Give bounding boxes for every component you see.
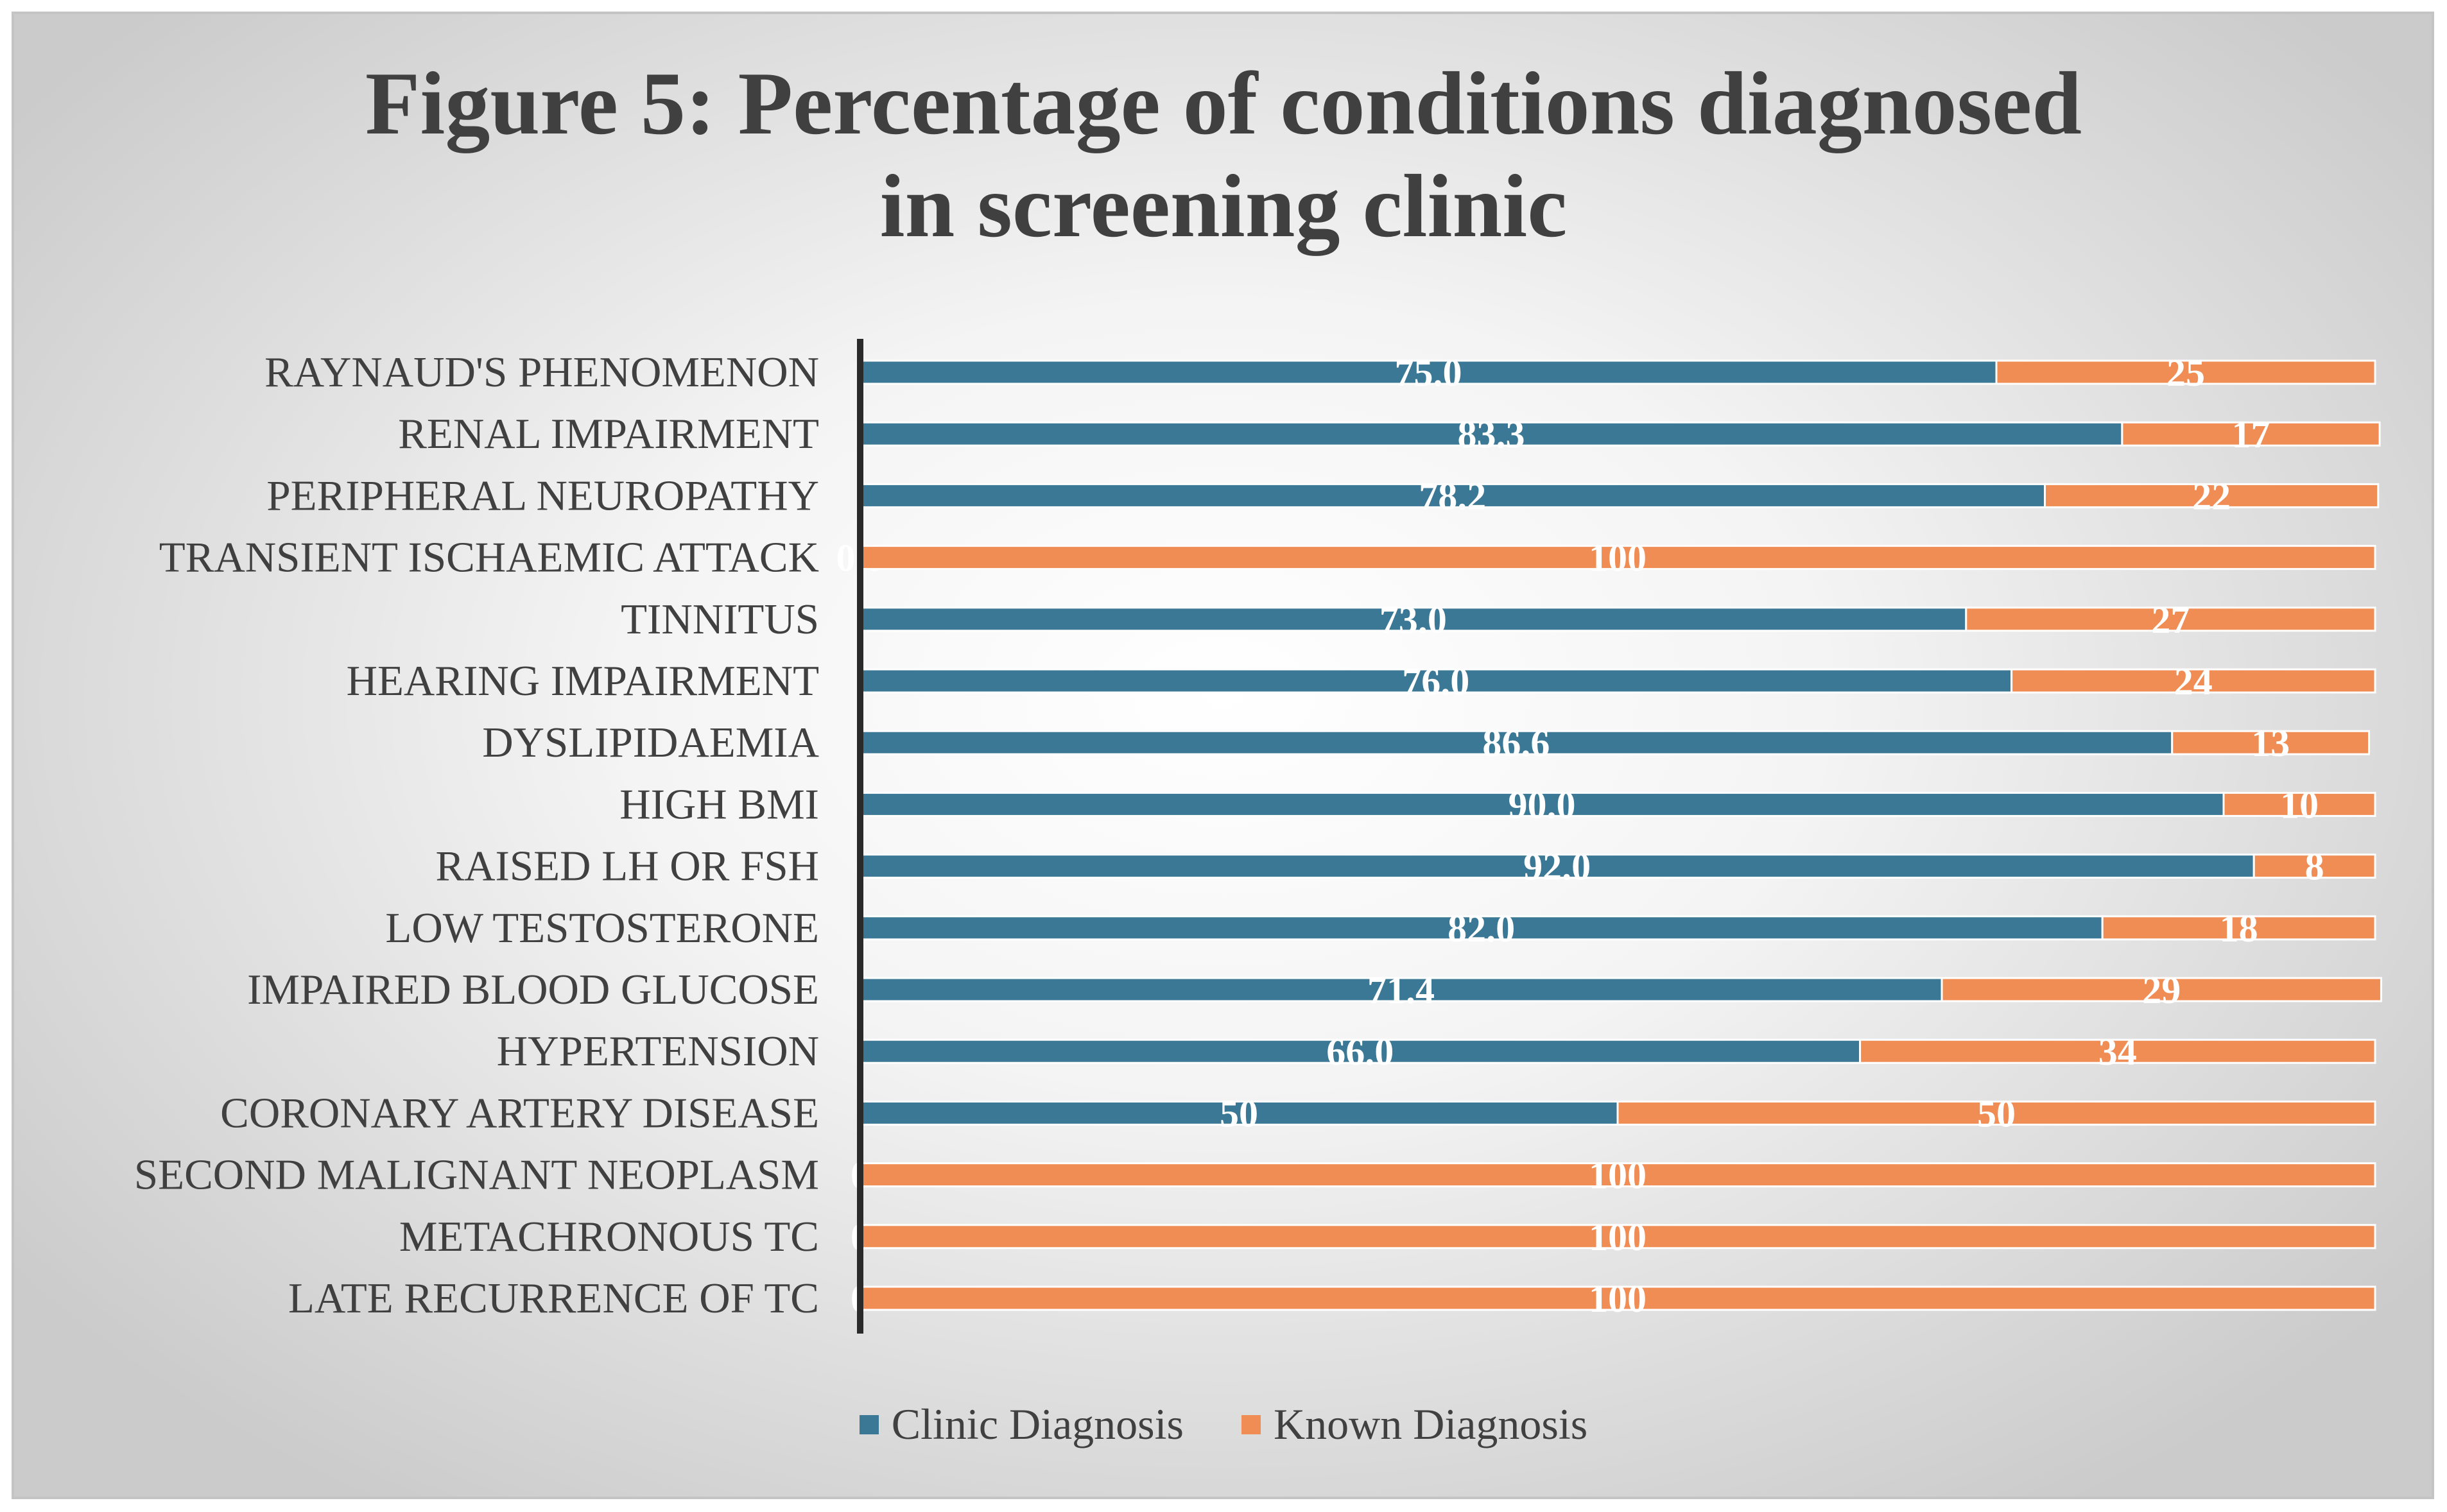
- chart-area: [12, 12, 2434, 1499]
- legend-item-clinic-diagnosis: Clinic Diagnosis: [859, 1399, 1184, 1450]
- bar-known-diagnosis-raised-lh-or-fsh: [2252, 854, 2376, 879]
- category-label-hearing-impairment: HEARING IMPAIRMENT: [347, 657, 819, 705]
- category-label-transient-ischaemic-attack: TRANSIENT ISCHAEMIC ATTACK: [159, 534, 819, 581]
- bar-known-diagnosis-peripheral-neuropathy: [2044, 483, 2380, 508]
- legend-swatch-known-diagnosis: [1241, 1414, 1261, 1434]
- category-label-coronary-artery-disease: CORONARY ARTERY DISEASE: [220, 1089, 819, 1137]
- data-label-clinic-diagnosis-low-testosterone: 82.0: [1448, 907, 1515, 950]
- data-label-clinic-diagnosis-hypertension: 66.0: [1326, 1031, 1394, 1073]
- data-label-clinic-diagnosis-high-bmi: 90.0: [1509, 784, 1576, 826]
- legend-label-clinic-diagnosis: Clinic Diagnosis: [891, 1400, 1184, 1448]
- legend-item-known-diagnosis: Known Diagnosis: [1241, 1399, 1587, 1450]
- data-label-known-diagnosis-high-bmi: 10: [2280, 784, 2319, 826]
- data-label-clinic-diagnosis-impaired-blood-glucose: 71.4: [1367, 969, 1435, 1011]
- category-label-tinnitus: TINNITUS: [621, 596, 819, 643]
- category-label-high-bmi: HIGH BMI: [619, 780, 819, 828]
- bar-known-diagnosis-impaired-blood-glucose: [1941, 977, 2382, 1002]
- data-label-known-diagnosis-raised-lh-or-fsh: 8: [2305, 846, 2324, 888]
- chart-title-line-1: Figure 5: Percentage of conditions diagn…: [365, 54, 2082, 153]
- bar-clinic-diagnosis-peripheral-neuropathy: [859, 483, 2046, 508]
- bar-known-diagnosis-low-testosterone: [2101, 915, 2376, 941]
- bar-known-diagnosis-coronary-artery-disease: [1616, 1100, 2376, 1126]
- data-label-clinic-diagnosis-hearing-impairment: 76.0: [1402, 660, 1469, 703]
- category-label-renal-impairment: RENAL IMPAIRMENT: [398, 410, 819, 458]
- category-label-dyslipidaemia: DYSLIPIDAEMIA: [482, 719, 819, 766]
- data-label-known-diagnosis-peripheral-neuropathy: 22: [2192, 475, 2231, 517]
- data-label-clinic-diagnosis-raynaud-s-phenomenon: 75.0: [1395, 352, 1462, 394]
- bar-clinic-diagnosis-renal-impairment: [859, 421, 2123, 447]
- bar-known-diagnosis-hypertension: [1859, 1038, 2376, 1064]
- data-label-known-diagnosis-low-testosterone: 18: [2220, 907, 2258, 950]
- data-label-known-diagnosis-coronary-artery-disease: 50: [1977, 1092, 2016, 1135]
- data-label-clinic-diagnosis-raised-lh-or-fsh: 92.0: [1523, 846, 1591, 888]
- chart-title-line-2: in screening clinic: [879, 157, 1568, 256]
- data-label-clinic-diagnosis-renal-impairment: 83.3: [1457, 413, 1525, 456]
- data-label-known-diagnosis-transient-ischaemic-attack: 100: [1589, 537, 1647, 580]
- bar-known-diagnosis-high-bmi: [2222, 791, 2376, 817]
- data-label-clinic-diagnosis-dyslipidaemia: 86.6: [1482, 722, 1550, 764]
- data-label-known-diagnosis-renal-impairment: 17: [2231, 413, 2270, 456]
- bar-known-diagnosis-second-malignant-neoplasm: [859, 1162, 2376, 1188]
- bar-known-diagnosis-dyslipidaemia: [2171, 730, 2371, 755]
- data-label-known-diagnosis-dyslipidaemia: 13: [2251, 722, 2290, 764]
- category-label-metachronous-tc: METACHRONOUS TC: [399, 1213, 819, 1260]
- chart-title: Figure 5: Percentage of conditions diagn…: [0, 53, 2447, 258]
- category-label-peripheral-neuropathy: PERIPHERAL NEUROPATHY: [266, 472, 819, 519]
- data-label-clinic-diagnosis-peripheral-neuropathy: 78.2: [1419, 475, 1486, 517]
- data-label-known-diagnosis-metachronous-tc: 100: [1589, 1216, 1647, 1259]
- data-label-known-diagnosis-second-malignant-neoplasm: 100: [1589, 1155, 1647, 1197]
- category-label-second-malignant-neoplasm: SECOND MALIGNANT NEOPLASM: [134, 1151, 819, 1199]
- bar-clinic-diagnosis-raised-lh-or-fsh: [859, 854, 2255, 879]
- bar-known-diagnosis-tinnitus: [1965, 606, 2376, 632]
- data-label-clinic-diagnosis-tinnitus: 73.0: [1379, 599, 1447, 641]
- data-label-known-diagnosis-raynaud-s-phenomenon: 25: [2166, 352, 2205, 394]
- category-label-raynaud-s-phenomenon: RAYNAUD'S PHENOMENON: [264, 348, 819, 396]
- bar-clinic-diagnosis-hypertension: [859, 1038, 1862, 1064]
- bar-known-diagnosis-hearing-impairment: [2010, 668, 2376, 694]
- data-label-clinic-diagnosis-coronary-artery-disease: 50: [1220, 1092, 1258, 1135]
- category-label-late-recurrence-of-tc: LATE RECURRENCE OF TC: [288, 1275, 819, 1322]
- legend-label-known-diagnosis: Known Diagnosis: [1274, 1400, 1588, 1448]
- chart-legend: Clinic Diagnosis Known Diagnosis: [0, 1399, 2447, 1450]
- bar-known-diagnosis-transient-ischaemic-attack: [859, 545, 2376, 571]
- category-label-hypertension: HYPERTENSION: [497, 1027, 819, 1075]
- data-label-known-diagnosis-tinnitus: 27: [2151, 599, 2190, 641]
- category-label-raised-lh-or-fsh: RAISED LH OR FSH: [435, 843, 819, 890]
- category-label-impaired-blood-glucose: IMPAIRED BLOOD GLUCOSE: [247, 966, 819, 1013]
- bar-clinic-diagnosis-coronary-artery-disease: [859, 1100, 1619, 1126]
- bar-known-diagnosis-raynaud-s-phenomenon: [1995, 359, 2376, 385]
- data-label-known-diagnosis-hypertension: 34: [2098, 1031, 2137, 1073]
- category-label-low-testosterone: LOW TESTOSTERONE: [385, 904, 819, 952]
- legend-swatch-clinic-diagnosis: [859, 1414, 879, 1434]
- data-label-known-diagnosis-hearing-impairment: 24: [2174, 660, 2213, 703]
- bar-known-diagnosis-metachronous-tc: [859, 1224, 2376, 1250]
- bar-known-diagnosis-renal-impairment: [2121, 421, 2381, 447]
- data-label-known-diagnosis-late-recurrence-of-tc: 100: [1589, 1278, 1647, 1320]
- data-label-known-diagnosis-impaired-blood-glucose: 29: [2142, 969, 2181, 1011]
